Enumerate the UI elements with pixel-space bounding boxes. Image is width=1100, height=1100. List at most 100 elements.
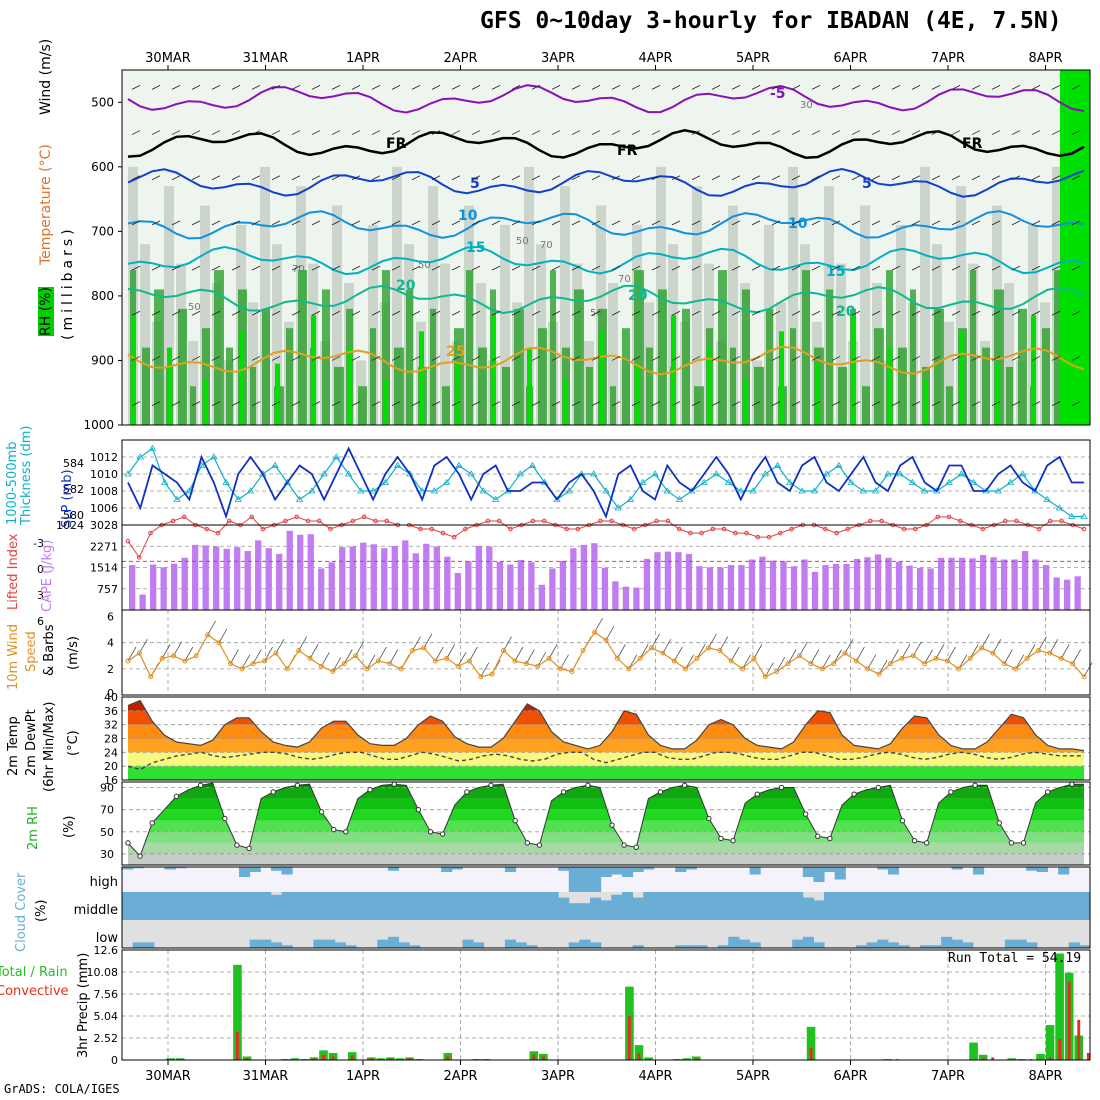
- precip-conv-bar: [1058, 1039, 1062, 1060]
- cloud-cell-low: [260, 939, 272, 948]
- wind10-point: [1035, 648, 1041, 654]
- wind-barb: [951, 220, 961, 226]
- wind10-point: [967, 655, 973, 661]
- thickness-point: [320, 470, 328, 477]
- wind10-point: [546, 655, 552, 661]
- cloud-cell-low: [1026, 942, 1038, 948]
- wind-barb: [891, 85, 901, 90]
- cloud-cell-low: [728, 936, 740, 948]
- cloud-cell-middle: [536, 892, 548, 920]
- cape-bar: [517, 560, 525, 610]
- contour-label: 10: [788, 216, 808, 232]
- wind-barb-10m: [924, 649, 934, 664]
- precip-total-label: Total / Rain: [0, 965, 68, 980]
- cape-bar: [580, 544, 588, 610]
- rh-band-green: [874, 328, 884, 425]
- wind-barb: [911, 85, 921, 90]
- cloud-cell-middle: [1015, 892, 1027, 920]
- precip-conv-bar: [408, 1058, 411, 1060]
- rh-band-green: [982, 347, 990, 425]
- cape-li-panel: 757 1514 2271 3028 -3 0 3 6: [33, 514, 1091, 628]
- thickness-point: [222, 478, 230, 485]
- rh-bands: [128, 783, 1084, 865]
- thickness-point: [442, 478, 451, 485]
- li-point: [755, 534, 761, 540]
- wind-barb: [791, 130, 801, 135]
- wind-barb-10m: [139, 638, 148, 654]
- wind-barb: [811, 130, 821, 135]
- contour-label: 10: [458, 208, 478, 224]
- wind-barb: [611, 401, 621, 406]
- wind-barb: [971, 401, 981, 406]
- wind-barb: [871, 85, 881, 90]
- wind-barb-10m: [617, 644, 626, 659]
- wind-barb: [691, 130, 701, 135]
- wind-barb: [731, 85, 741, 90]
- li-point: [1036, 526, 1042, 532]
- slp-tick: 1010: [90, 468, 118, 481]
- precip-conv-bar: [637, 1053, 641, 1060]
- wind10-point: [512, 658, 518, 664]
- wind-barb: [571, 130, 581, 135]
- thickness-point: [357, 487, 365, 494]
- wind10-point: [353, 653, 359, 659]
- cape-bar: [853, 558, 861, 610]
- wind-barb: [571, 356, 581, 361]
- wind-barb: [411, 130, 421, 135]
- thickness-point: [393, 461, 402, 468]
- wind-barb: [631, 85, 641, 90]
- wind-barb: [731, 401, 741, 406]
- cloud-cell-middle: [707, 892, 719, 920]
- li-point: [136, 555, 142, 560]
- thickness-point: [920, 487, 929, 494]
- wind-barb: [611, 130, 621, 135]
- wind-barb: [851, 220, 861, 226]
- wind10-point: [330, 668, 336, 674]
- wind-barb: [871, 310, 881, 316]
- rh-point: [1020, 840, 1027, 846]
- precip-total-bar: [634, 1045, 644, 1060]
- wind-barb-10m: [1015, 654, 1025, 670]
- wind-barb: [671, 401, 681, 406]
- wind-barb: [791, 220, 801, 226]
- wind-barb: [331, 175, 341, 181]
- wind-barb: [551, 85, 561, 90]
- contour-label: 5: [470, 176, 480, 192]
- cape-bar: [528, 562, 535, 610]
- precip-total-bar: [1055, 953, 1064, 1060]
- wind10-label-1: 10m Wind: [6, 623, 21, 690]
- date-tick-bottom: 2APR: [443, 1069, 477, 1084]
- cloud-cell-low: [685, 945, 697, 948]
- cape-bar: [570, 548, 577, 610]
- wind-barb: [331, 85, 341, 90]
- isotherm-15: [127, 245, 1085, 276]
- wind10-point: [535, 663, 541, 669]
- wind-barb: [891, 130, 901, 135]
- date-tick-top: 8APR: [1028, 51, 1062, 66]
- wind-barb: [271, 85, 281, 90]
- thickness-point: [896, 470, 904, 477]
- cloud-cell-high: [122, 867, 134, 870]
- cloud-cell-middle: [1026, 892, 1038, 920]
- wind10-point: [489, 671, 495, 677]
- rh-point: [197, 782, 204, 789]
- wind-barb: [891, 220, 901, 226]
- wind-barb: [811, 401, 821, 406]
- wind-barb-10m: [1049, 638, 1059, 654]
- cape-bar: [150, 564, 157, 610]
- wind-barb: [1071, 265, 1081, 271]
- wind-barb-10m: [969, 644, 979, 659]
- rh-point: [125, 840, 131, 846]
- cape-bar: [465, 561, 472, 610]
- wind-barb: [411, 220, 421, 226]
- precip-tick: 5.04: [94, 1010, 119, 1023]
- rh-band-bright: [167, 347, 172, 425]
- cape-label: CAPE (J/kg): [40, 539, 55, 612]
- wind-barb-10m: [525, 649, 535, 664]
- cloud-cell-middle: [1036, 892, 1048, 920]
- cloud-cell-low: [877, 939, 889, 948]
- cloud-cell-low: [281, 945, 293, 948]
- rh-band-gray: [440, 263, 450, 425]
- rh-frame: [121, 781, 1091, 866]
- wind-barb: [351, 310, 361, 316]
